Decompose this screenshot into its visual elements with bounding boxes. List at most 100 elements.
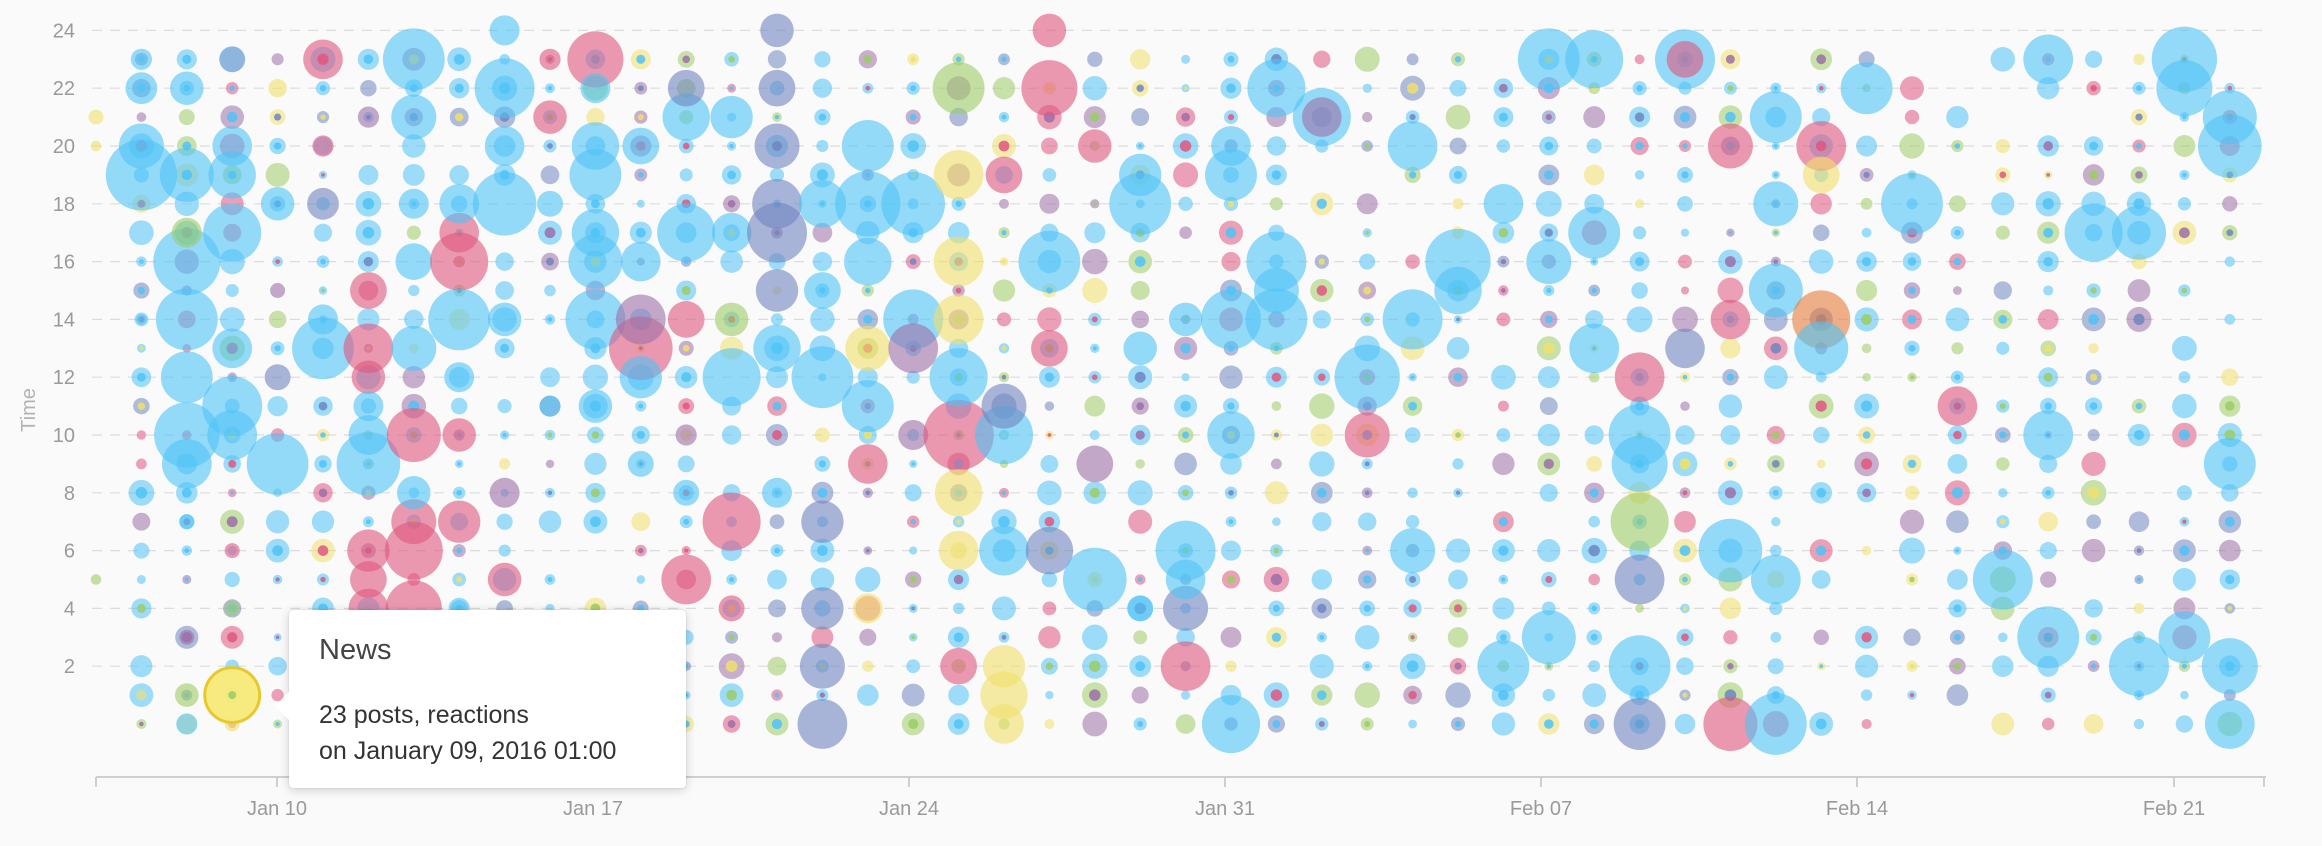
bubble (992, 596, 1016, 621)
bubble (1025, 526, 1074, 575)
bubble (908, 718, 919, 730)
bubble (1569, 323, 1620, 374)
bubble (1907, 459, 1917, 469)
bubble (766, 366, 788, 389)
bubble (627, 450, 654, 477)
x-tick-label: Jan 10 (247, 798, 307, 820)
bubble (1773, 85, 1779, 91)
bubble (888, 323, 939, 374)
bubble (318, 401, 328, 411)
bubble (1455, 432, 1461, 438)
bubble (791, 346, 854, 409)
bubble (1861, 256, 1872, 267)
bubble (319, 459, 327, 468)
bubble (898, 420, 929, 450)
bubble (1908, 344, 1916, 352)
bubble (1358, 512, 1377, 531)
bubble (2088, 314, 2099, 325)
y-axis-title: Time (18, 388, 40, 432)
bubble (1264, 481, 1288, 505)
bubble (90, 140, 102, 152)
bubble (1001, 634, 1007, 640)
bubble (1130, 49, 1151, 70)
bubble (1840, 62, 1893, 115)
bubble (539, 395, 561, 417)
bubble (1316, 285, 1328, 296)
bubble (1201, 289, 1261, 350)
bubble (545, 459, 555, 469)
bubble (1992, 655, 2014, 677)
bubble (1408, 719, 1417, 729)
bubble (1946, 510, 1969, 534)
bubble (135, 487, 148, 499)
bubble (810, 307, 835, 332)
bubble (2043, 285, 2054, 296)
bubble (1318, 373, 1326, 381)
bubble (2133, 603, 2145, 614)
bubble (1537, 366, 1560, 389)
bubble (1682, 692, 1688, 698)
bubble (1998, 315, 2008, 324)
bubble (2089, 402, 2098, 410)
bubble (841, 380, 894, 433)
bubble (125, 72, 158, 105)
bubble (667, 69, 705, 107)
bubble (847, 444, 888, 484)
bubble (1407, 487, 1418, 499)
bubble (797, 699, 848, 749)
bubble (1499, 83, 1508, 93)
bubble (1954, 143, 1961, 149)
bubble (1544, 315, 1553, 324)
bubble (1543, 458, 1554, 470)
bubble (1309, 451, 1335, 477)
bubble (1999, 518, 2006, 525)
bubble (1611, 435, 1668, 492)
bubble (754, 123, 800, 169)
bubble (755, 269, 799, 312)
bubble (1078, 129, 1112, 163)
bubble (2181, 663, 2187, 669)
bubble (1039, 193, 1060, 214)
bubble (728, 56, 735, 63)
bubble (1032, 13, 1067, 48)
bubble (1953, 662, 1962, 670)
bubble (635, 227, 646, 238)
bubble (1001, 374, 1007, 380)
bubble (1945, 307, 1970, 332)
y-tick-label: 6 (64, 541, 75, 563)
bubble (1592, 259, 1597, 264)
bubble (862, 660, 874, 672)
bubble (343, 323, 394, 374)
bubble (1317, 603, 1327, 614)
bubble (267, 395, 288, 417)
bubble (1410, 635, 1415, 640)
bubble (1041, 137, 1058, 155)
bubble (265, 510, 290, 534)
bubble (1405, 514, 1420, 529)
bubble (1089, 689, 1101, 701)
bubble (985, 156, 1023, 194)
bubble (1354, 682, 1380, 708)
bubble (771, 718, 783, 730)
bubble (1040, 454, 1059, 473)
bubble (1364, 143, 1370, 149)
bubble (1247, 59, 1306, 118)
bubble (456, 576, 463, 583)
bubble (1228, 519, 1234, 525)
bubble (2087, 429, 2100, 441)
bubble (2084, 50, 2103, 68)
bubble (391, 499, 437, 545)
bubble (1537, 539, 1561, 563)
bubble (272, 545, 283, 556)
bubble (1614, 352, 1665, 403)
bubble (956, 519, 962, 525)
bubble (591, 431, 600, 439)
bubble (404, 309, 424, 330)
bubble (1680, 401, 1690, 411)
bubble (1456, 317, 1460, 322)
bubble (208, 151, 256, 199)
bubble (270, 283, 286, 298)
bubble (1409, 114, 1416, 121)
bubble (2087, 487, 2100, 499)
bubble (1543, 342, 1555, 354)
